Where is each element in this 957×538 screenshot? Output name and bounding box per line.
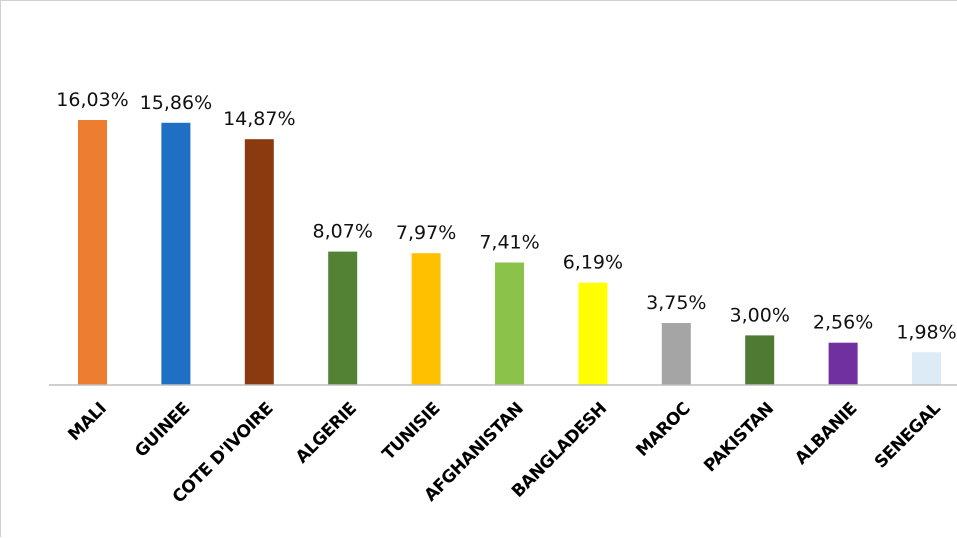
bar-algerie xyxy=(328,251,358,385)
category-label-algerie: ALGERIE xyxy=(292,399,361,468)
bar-pakistan xyxy=(745,335,775,385)
data-label-maroc: 3,75% xyxy=(646,292,706,314)
bar-mali xyxy=(78,120,107,385)
category-label-maroc: MAROC xyxy=(632,399,694,461)
category-label-albanie: ALBANIE xyxy=(791,399,861,469)
bars-group xyxy=(78,120,941,386)
bar-maroc xyxy=(661,323,691,385)
bar-senegal xyxy=(912,352,941,385)
data-label-bangladesh: 6,19% xyxy=(563,252,623,274)
category-label-mali: MALI xyxy=(64,399,110,445)
category-label-pakistan: PAKISTAN xyxy=(700,399,777,476)
data-labels-group: 16,03% 15,86% 14,87% 8,07% 7,97% 7,41% 6,19% 3,… xyxy=(56,89,956,343)
data-label-afghanistan: 7,41% xyxy=(479,232,539,254)
bar-afghanistan xyxy=(495,262,524,385)
bar-bangladesh xyxy=(578,282,608,385)
data-label-senegal: 1,98% xyxy=(896,321,956,343)
category-label-senegal: SENEGAL xyxy=(871,398,945,472)
bar-cote-d-ivoire xyxy=(244,139,274,385)
data-label-algerie: 8,07% xyxy=(313,221,373,243)
bar-albanie xyxy=(828,342,858,385)
data-label-albanie: 2,56% xyxy=(813,312,873,334)
data-label-tunisie: 7,97% xyxy=(396,222,456,244)
data-label-mali: 16,03% xyxy=(56,89,128,111)
bar-tunisie xyxy=(411,253,441,385)
category-label-guinee: GUINEE xyxy=(131,399,194,462)
data-label-cote-d-ivoire: 14,87% xyxy=(223,108,295,130)
bar-guinee xyxy=(161,122,191,386)
data-label-guinee: 15,86% xyxy=(140,92,212,114)
category-label-tunisie: TUNISIE xyxy=(379,399,445,465)
data-label-pakistan: 3,00% xyxy=(730,304,790,326)
